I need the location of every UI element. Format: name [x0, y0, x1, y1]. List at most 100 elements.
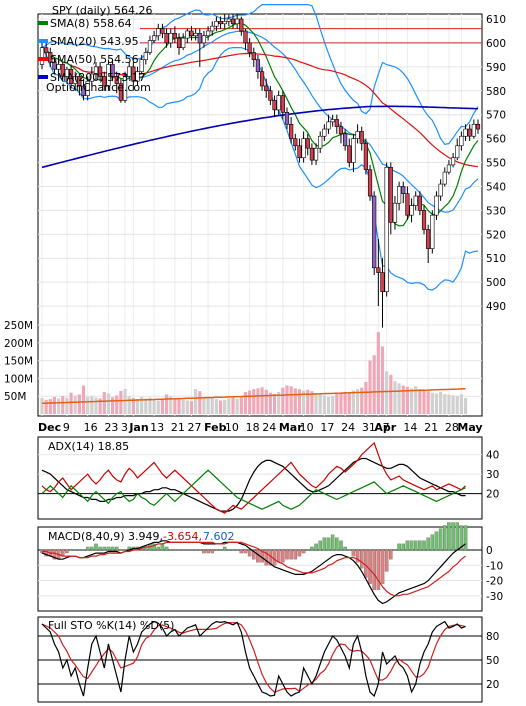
macd-value-2: 7.602	[203, 530, 235, 543]
volume-tick-label: 250M	[4, 320, 33, 332]
macd-histogram-bar	[330, 534, 335, 551]
volume-bar	[86, 396, 90, 414]
candle-body	[259, 71, 265, 87]
macd-tick-label: -20	[486, 576, 503, 588]
volume-bar	[281, 387, 285, 414]
macd-histogram-bar	[389, 549, 393, 560]
volume-bar	[339, 392, 343, 414]
volume-bar	[77, 394, 81, 414]
volume-bar	[368, 360, 372, 414]
macd-histogram-bar	[443, 525, 447, 551]
macd-histogram-bar	[368, 549, 372, 584]
volume-bar	[414, 386, 418, 414]
legend-swatch-sma8	[38, 21, 48, 25]
volume-bar	[131, 397, 135, 414]
legend-sma200: SMA(200) 573.17	[50, 71, 146, 84]
macd-histogram-bar	[152, 543, 156, 551]
volume-bar	[227, 398, 231, 414]
candle-body	[475, 123, 481, 130]
volume-bar	[326, 396, 331, 414]
candle-body	[467, 128, 472, 137]
macd-histogram-bar	[343, 546, 347, 551]
macd-histogram-bar	[98, 546, 102, 551]
candle-body	[39, 47, 45, 65]
candle-body	[85, 80, 90, 96]
adx-series-line	[41, 469, 466, 510]
macd-histogram-bar	[455, 522, 459, 551]
macd-panel: -30 -20 -10 0	[38, 522, 503, 605]
x-tick-label: 23	[104, 421, 118, 434]
volume-bar	[248, 390, 252, 414]
macd-histogram-bar	[214, 549, 219, 551]
macd-histogram-bar	[413, 540, 418, 551]
volume-bar	[48, 399, 52, 414]
macd-histogram-bar	[384, 549, 389, 572]
x-tick-label: 24	[262, 421, 276, 434]
price-tick-label: 500	[486, 277, 506, 289]
watermark: OptionChance.com	[46, 81, 151, 94]
volume-bar	[393, 381, 397, 414]
price-tick-label: 590	[486, 62, 506, 74]
macd-histogram-bar	[198, 549, 202, 551]
candle-body	[442, 171, 447, 185]
sto-tick-label: 80	[486, 631, 499, 643]
macd-histogram-bar	[463, 525, 468, 551]
candle-body	[318, 135, 323, 149]
volume-bar	[110, 397, 115, 414]
volume-bar	[256, 388, 260, 414]
volume-bar	[306, 389, 310, 414]
candle-body	[359, 131, 364, 144]
adx-tick-label: 30	[486, 469, 499, 481]
candle-body	[384, 167, 389, 293]
macd-histogram-bar	[247, 549, 252, 557]
price-tick-label: 560	[486, 134, 506, 146]
macd-histogram-bar	[426, 537, 430, 551]
volume-bar	[156, 400, 160, 414]
candle-body	[201, 35, 207, 44]
macd-histogram-bar	[380, 549, 385, 584]
candle-body	[127, 66, 132, 77]
macd-histogram-bar	[65, 549, 69, 554]
macd-histogram-bar	[252, 549, 256, 560]
volume-bar	[252, 389, 256, 414]
macd-histogram-bar	[181, 549, 185, 551]
candle-body	[251, 52, 256, 60]
macd-histogram-bar	[264, 549, 268, 566]
volume-tick-label: 150M	[4, 356, 33, 368]
volume-bar	[65, 397, 69, 414]
candle-body	[338, 126, 344, 135]
macd-histogram-bar	[376, 549, 381, 590]
legend-sma50: SMA(50) 554.56	[50, 53, 139, 66]
adx-tick-label: 20	[486, 489, 499, 501]
price-tick-label: 550	[486, 158, 506, 170]
x-tick-label: 16	[84, 421, 98, 434]
volume-bar	[144, 398, 148, 414]
candle-body	[139, 59, 144, 72]
macd-tick-label: -10	[486, 560, 503, 572]
macd-signal-line	[42, 541, 466, 597]
candle-body	[334, 119, 339, 127]
macd-histogram-bar	[438, 528, 443, 551]
volume-bar	[123, 389, 127, 414]
volume-bar	[397, 383, 401, 414]
volume-bar	[231, 397, 235, 414]
volume-bar	[148, 397, 152, 414]
macd-histogram-bar	[81, 549, 86, 551]
candle-body	[280, 95, 285, 113]
macd-histogram-bar	[210, 549, 214, 554]
volume-bar	[40, 397, 44, 414]
price-tick-label: 610	[486, 14, 506, 26]
price-panel: 490 500 510 520 530 540 550 560 570 580 590 600 610 5…	[4, 3, 506, 414]
volume-bar	[443, 394, 447, 414]
volume-bar	[94, 397, 98, 414]
adx-panel: 20 30 40	[38, 441, 499, 514]
volume-bar	[57, 398, 61, 414]
volume-bar	[364, 381, 368, 414]
macd-histogram-bar	[164, 546, 169, 551]
macd-histogram-bar	[285, 549, 289, 560]
candle-body	[272, 100, 277, 111]
volume-bar	[351, 390, 356, 414]
macd-histogram-bar	[235, 549, 239, 551]
legend-sma20: SMA(20) 543.95	[50, 35, 139, 48]
volume-bar	[119, 390, 123, 414]
